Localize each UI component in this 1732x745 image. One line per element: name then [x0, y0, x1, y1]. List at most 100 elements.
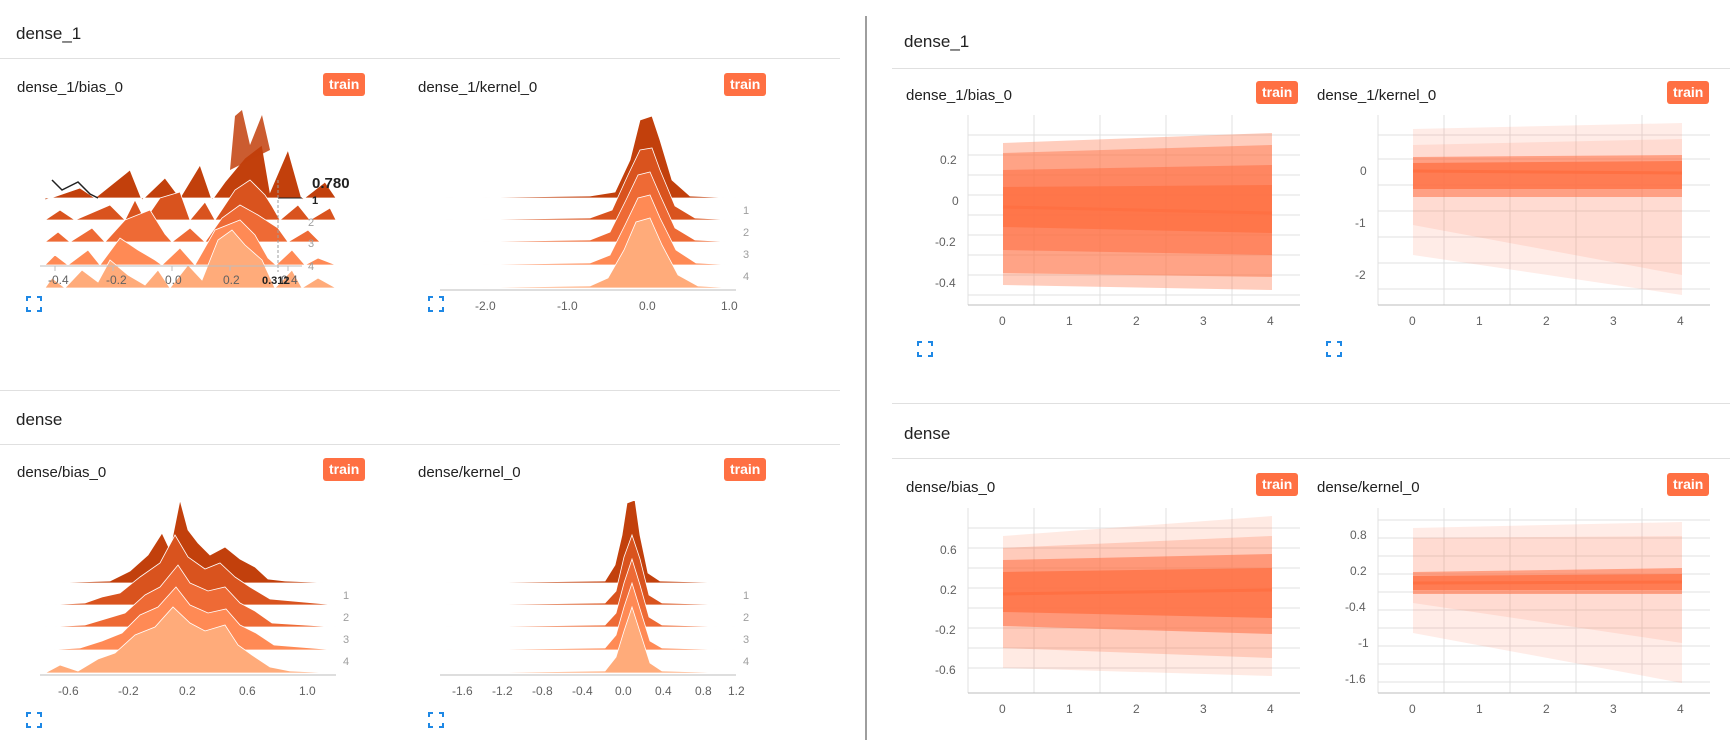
x-tick-label: 3 — [1200, 702, 1207, 716]
y-tick-label: 0 — [952, 194, 959, 208]
y-tick-label: -0.6 — [935, 663, 956, 677]
group-divider — [892, 68, 1730, 69]
histogram-layers — [44, 499, 337, 674]
x-tick-label: 1 — [1476, 702, 1483, 716]
step-label: 3 — [308, 238, 314, 250]
fullscreen-icon[interactable] — [26, 296, 42, 312]
distribution-bands — [1412, 123, 1683, 295]
run-badge-train[interactable]: train — [724, 73, 767, 96]
fullscreen-icon[interactable] — [428, 296, 444, 312]
x-tick-label: 4 — [1267, 314, 1274, 328]
step-label: 1 — [743, 205, 749, 217]
x-tick-label: 1 — [1066, 702, 1073, 716]
step-axis: 2 3 4 — [308, 217, 314, 273]
step-axis: 1 2 3 4 — [343, 590, 349, 668]
hover-tooltip: 0.780 1 0.312 — [262, 175, 350, 287]
run-badge-train[interactable]: train — [1667, 81, 1710, 104]
distribution-chart-dense-1-bias[interactable]: 0 1 2 3 4 0.2 0 -0.2 -0.4 — [920, 115, 1300, 330]
histogram-layers — [43, 110, 338, 289]
x-tick-label: 2 — [1133, 314, 1140, 328]
x-tick-label: 0.4 — [655, 684, 672, 698]
y-axis: 0.8 0.2 -0.4 -1 -1.6 — [1345, 528, 1369, 686]
run-badge-train[interactable]: train — [1256, 473, 1299, 496]
card-title-dense-1-kernel: dense_1/kernel_0 — [1317, 87, 1437, 104]
x-tick-label: 1 — [1066, 314, 1073, 328]
y-tick-label: 0.2 — [940, 583, 957, 597]
x-tick-label: -2.0 — [475, 299, 496, 313]
x-tick-label: -0.4 — [48, 273, 69, 287]
step-label: 3 — [743, 249, 749, 261]
histogram-chart-dense-1-bias[interactable]: -0.4 -0.2 0.0 0.2 0.4 2 3 4 0.780 1 0.31… — [40, 110, 360, 320]
card-title-dense-kernel: dense/kernel_0 — [418, 464, 521, 481]
card-title-dense-bias: dense/bias_0 — [906, 479, 996, 496]
x-tick-label: 0.2 — [223, 273, 240, 287]
histogram-chart-dense-bias[interactable]: -0.6 -0.2 0.2 0.6 1.0 1 2 3 4 — [40, 495, 360, 700]
x-tick-label: -0.6 — [58, 684, 79, 698]
step-label: 1 — [343, 590, 349, 602]
run-badge-train[interactable]: train — [323, 458, 366, 481]
step-label: 2 — [743, 612, 749, 624]
group-title-dense-1: dense_1 — [16, 24, 82, 43]
step-label: 3 — [743, 634, 749, 646]
step-label: 2 — [343, 612, 349, 624]
x-tick-label: 3 — [1610, 314, 1617, 328]
step-label: 4 — [743, 656, 749, 668]
y-axis: 0.6 0.2 -0.2 -0.6 — [935, 543, 957, 677]
run-badge-train[interactable]: train — [1256, 81, 1299, 104]
x-tick-label: 0.0 — [165, 273, 182, 287]
card-title-dense-bias: dense/bias_0 — [17, 464, 107, 481]
histogram-chart-dense-kernel[interactable]: -1.6 -1.2 -0.8 -0.4 0.0 0.4 0.8 1.2 1 2 … — [440, 495, 760, 700]
x-tick-label: 3 — [1610, 702, 1617, 716]
y-axis: 0.2 0 -0.2 -0.4 — [935, 153, 959, 290]
run-badge-train[interactable]: train — [724, 458, 767, 481]
x-axis: -1.6 -1.2 -0.8 -0.4 0.0 0.4 0.8 1.2 — [440, 674, 745, 698]
step-label: 4 — [743, 271, 749, 283]
group-title-dense: dense — [16, 410, 63, 429]
run-badge-train[interactable]: train — [1667, 473, 1710, 496]
x-tick-label: -1.2 — [492, 684, 513, 698]
x-axis: -2.0 -1.0 0.0 1.0 — [440, 289, 738, 313]
x-axis: -0.6 -0.2 0.2 0.6 1.0 — [40, 674, 336, 698]
fullscreen-icon[interactable] — [26, 712, 42, 728]
x-tick-label: 1.0 — [299, 684, 316, 698]
tooltip-value: 0.780 — [312, 175, 350, 192]
group-divider — [0, 58, 840, 59]
x-tick-label: 4 — [1267, 702, 1274, 716]
histogram-layers — [444, 499, 737, 674]
y-tick-label: -0.4 — [1345, 600, 1366, 614]
y-tick-label: -0.2 — [935, 623, 956, 637]
x-axis: 0 1 2 3 4 — [968, 692, 1300, 716]
x-tick-label: 1.0 — [721, 299, 738, 313]
x-tick-label: -0.2 — [106, 273, 127, 287]
distribution-chart-dense-bias[interactable]: 0 1 2 3 4 0.6 0.2 -0.2 -0.6 — [920, 508, 1300, 723]
pane-divider — [865, 16, 867, 740]
step-label: 4 — [308, 261, 314, 273]
distribution-bands — [1002, 516, 1273, 676]
histogram-chart-dense-1-kernel[interactable]: -2.0 -1.0 0.0 1.0 1 2 3 4 — [440, 110, 760, 313]
y-tick-label: -2 — [1355, 268, 1366, 282]
y-tick-label: -1.6 — [1345, 672, 1366, 686]
card-title-dense-1-bias: dense_1/bias_0 — [906, 87, 1012, 104]
distribution-chart-dense-1-kernel[interactable]: 0 1 2 3 4 0 -1 -2 — [1330, 115, 1710, 330]
x-tick-label: 4 — [1677, 314, 1684, 328]
fullscreen-icon[interactable] — [428, 712, 444, 728]
run-badge-train[interactable]: train — [323, 73, 366, 96]
x-tick-label: 0.0 — [639, 299, 656, 313]
x-tick-label: 2 — [1543, 702, 1550, 716]
x-tick-label: 0 — [1409, 314, 1416, 328]
step-axis: 1 2 3 4 — [743, 590, 749, 668]
distribution-chart-dense-kernel[interactable]: 0 1 2 3 4 0.8 0.2 -0.4 -1 -1.6 — [1330, 508, 1710, 723]
card-title-dense-kernel: dense/kernel_0 — [1317, 479, 1420, 496]
x-tick-label: 2 — [1543, 314, 1550, 328]
x-tick-label: -0.2 — [118, 684, 139, 698]
distribution-bands — [1002, 133, 1273, 290]
group-divider — [0, 390, 840, 391]
y-tick-label: -0.4 — [935, 276, 956, 290]
group-title-dense: dense — [904, 424, 951, 443]
x-tick-label: 1 — [1476, 314, 1483, 328]
x-tick-label: 0 — [1409, 702, 1416, 716]
x-tick-label: 0 — [999, 702, 1006, 716]
x-tick-label: -1.6 — [452, 684, 473, 698]
fullscreen-icon[interactable] — [1326, 341, 1342, 357]
fullscreen-icon[interactable] — [917, 341, 933, 357]
